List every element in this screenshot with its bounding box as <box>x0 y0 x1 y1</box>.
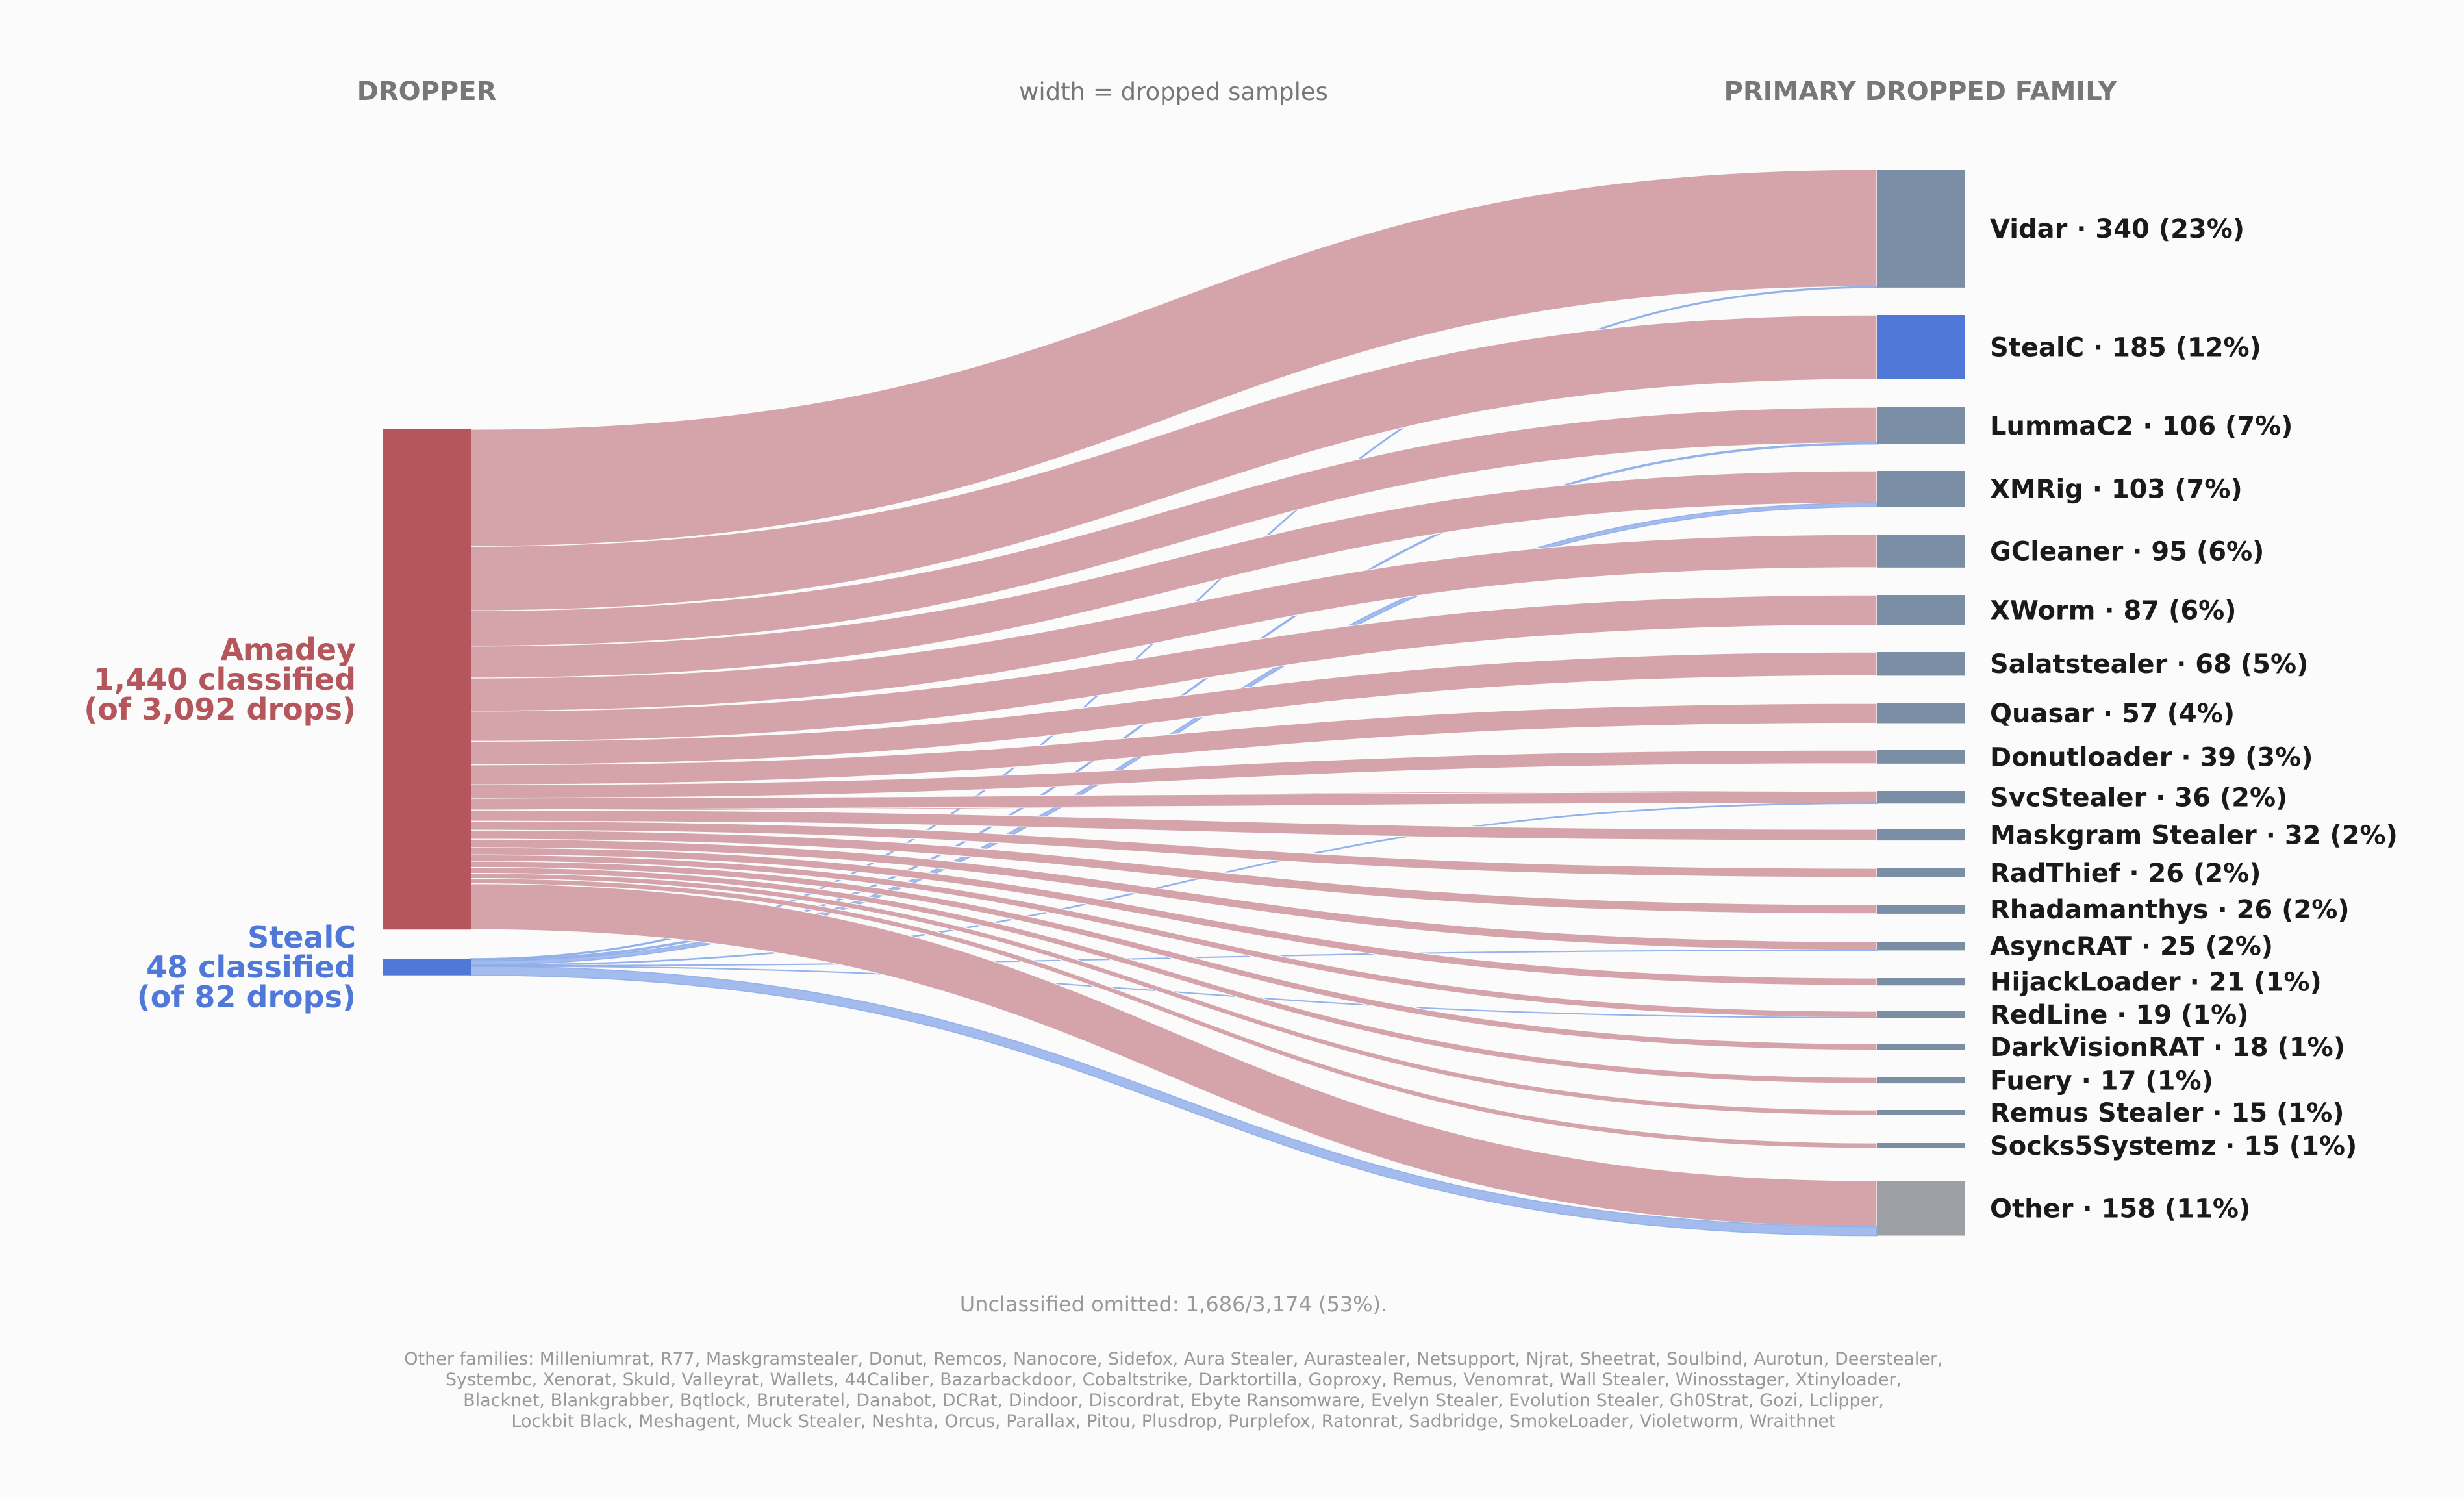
target-label: Rhadamanthys · 26 (2%) <box>1990 895 2350 925</box>
target-node-gcleaner <box>1877 535 1965 568</box>
target-node-asyncrat <box>1877 942 1965 951</box>
target-label: AsyncRAT · 25 (2%) <box>1990 932 2273 962</box>
target-label: SvcStealer · 36 (2%) <box>1990 783 2287 813</box>
target-label: Socks5Systemz · 15 (1%) <box>1990 1131 2357 1161</box>
target-label: StealC · 185 (12%) <box>1990 333 2261 362</box>
other-families-line: Systembc, Xenorat, Skuld, Valleyrat, Wal… <box>446 1370 1902 1390</box>
dropper-header: DROPPER <box>357 77 497 107</box>
flow-amadey-to-quasar <box>470 703 1878 785</box>
target-node-socks5systemz <box>1877 1143 1965 1149</box>
source-label-line: (of 3,092 drops) <box>84 692 356 727</box>
target-label: HijackLoader · 21 (1%) <box>1990 968 2322 998</box>
source-label-line: Amadey <box>220 632 356 667</box>
target-label: XMRig · 103 (7%) <box>1990 475 2243 505</box>
target-label: Salatstealer · 68 (5%) <box>1990 649 2308 679</box>
source-label-line: (of 82 drops) <box>137 979 356 1014</box>
target-node-stealc <box>1877 315 1965 379</box>
other-families-line: Blacknet, Blankgrabber, Bqtlock, Brutera… <box>463 1391 1884 1411</box>
target-label: Fuery · 17 (1%) <box>1990 1066 2213 1096</box>
target-label: Remus Stealer · 15 (1%) <box>1990 1098 2345 1128</box>
source-node-amadey <box>383 429 471 930</box>
family-header: PRIMARY DROPPED FAMILY <box>1724 77 2118 107</box>
target-node-hijackloader <box>1877 978 1965 986</box>
target-node-quasar <box>1877 703 1965 724</box>
target-label: RedLine · 19 (1%) <box>1990 1000 2248 1030</box>
target-label: LummaC2 · 106 (7%) <box>1990 411 2293 441</box>
target-node-redline <box>1877 1011 1965 1018</box>
target-label: Vidar · 340 (23%) <box>1990 214 2244 244</box>
source-label-line: 48 classified <box>146 950 356 985</box>
flow-amadey-to-radthief <box>470 820 1878 878</box>
other-families-line: Other families: Milleniumrat, R77, Maskg… <box>404 1349 1942 1369</box>
target-label: Quasar · 57 (4%) <box>1990 699 2235 729</box>
target-label: Other · 158 (11%) <box>1990 1194 2250 1224</box>
target-node-rhadamanthys <box>1877 905 1965 914</box>
source-node-stealc <box>383 959 471 976</box>
source-label-line: 1,440 classified <box>94 662 356 697</box>
target-node-xworm <box>1877 595 1965 625</box>
target-node-vidar <box>1877 170 1965 288</box>
target-node-donutloader <box>1877 750 1965 764</box>
target-label: Donutloader · 39 (3%) <box>1990 742 2313 772</box>
target-node-darkvisionrat <box>1877 1044 1965 1050</box>
source-label-line: StealC <box>247 920 356 955</box>
node-layer <box>383 170 1965 1236</box>
target-node-lummac2 <box>1877 407 1965 444</box>
other-families-note: Other families: Milleniumrat, R77, Maskg… <box>404 1349 1942 1431</box>
unclassified-note: Unclassified omitted: 1,686/3,174 (53%). <box>960 1292 1387 1316</box>
flow-layer <box>470 169 1878 1237</box>
flow-amadey-to-maskgram-stealer <box>470 809 1878 841</box>
target-node-xmrig <box>1877 471 1965 507</box>
target-label: GCleaner · 95 (6%) <box>1990 536 2264 566</box>
flow-amadey-to-darkvisionrat <box>470 861 1878 1051</box>
target-node-svcstealer <box>1877 791 1965 804</box>
target-label: DarkVisionRAT · 18 (1%) <box>1990 1033 2345 1063</box>
target-node-other <box>1877 1181 1965 1236</box>
width-legend: width = dropped samples <box>1019 78 1328 106</box>
target-node-remus-stealer <box>1877 1110 1965 1116</box>
target-node-radthief <box>1877 868 1965 877</box>
target-label: RadThief · 26 (2%) <box>1990 859 2261 888</box>
target-node-salatstealer <box>1877 652 1965 676</box>
target-label: XWorm · 87 (6%) <box>1990 596 2237 625</box>
target-node-maskgram-stealer <box>1877 829 1965 841</box>
other-families-line: Lockbit Black, Meshagent, Muck Stealer, … <box>511 1411 1835 1431</box>
target-label: Maskgram Stealer · 32 (2%) <box>1990 821 2398 851</box>
flow-amadey-to-rhadamanthys <box>470 829 1878 914</box>
target-node-fuery <box>1877 1077 1965 1084</box>
